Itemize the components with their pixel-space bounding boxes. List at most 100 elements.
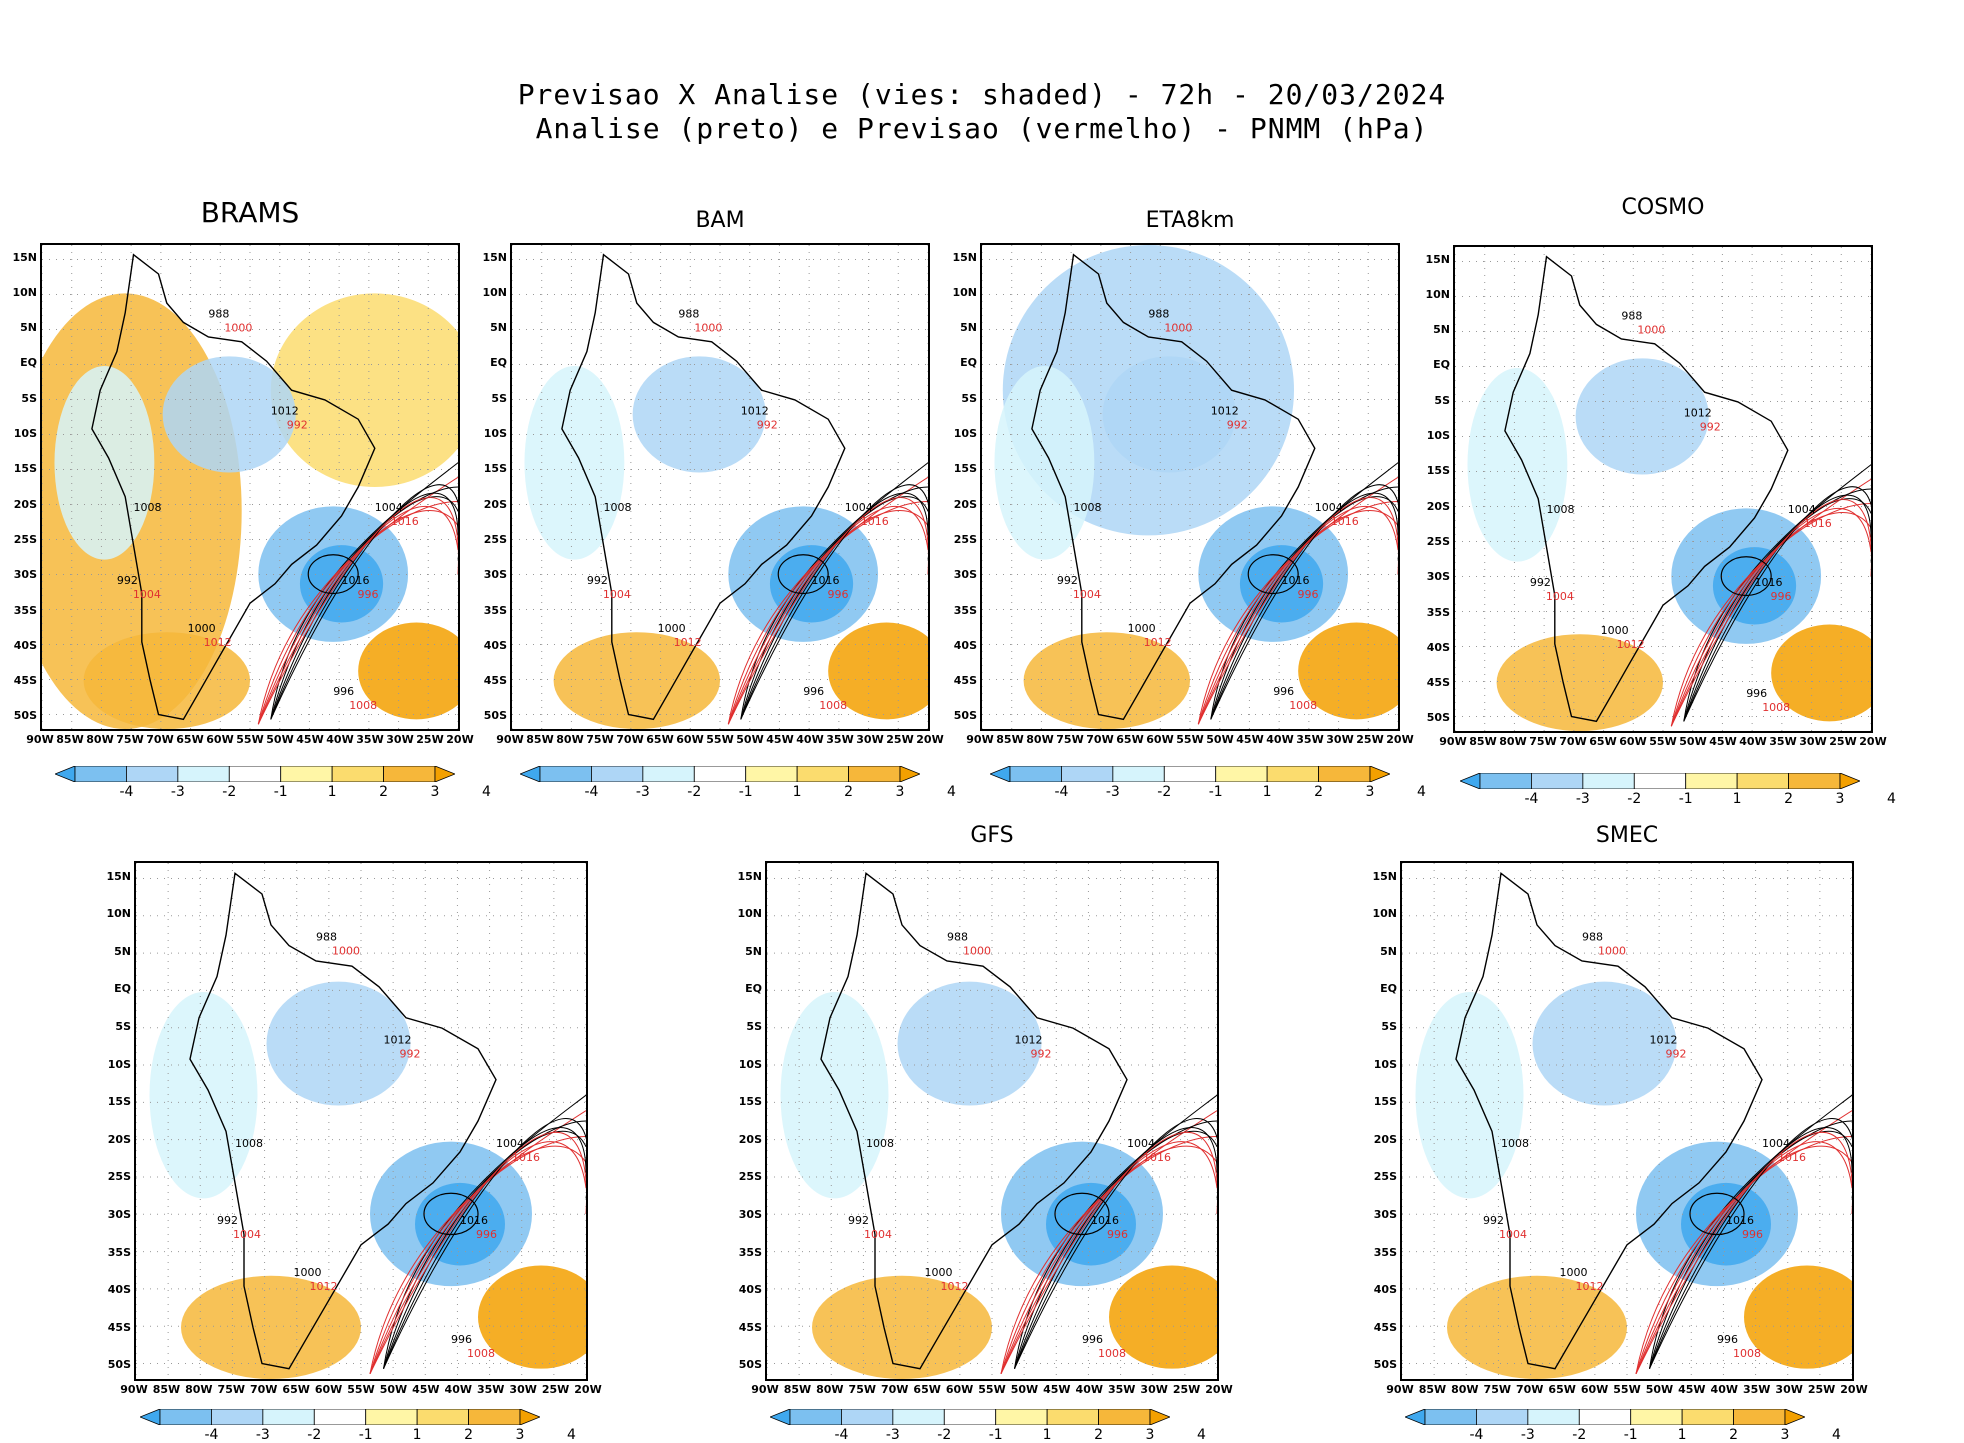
forecast-contour-label: 996	[358, 588, 379, 601]
colorbar-swatch	[55, 766, 76, 782]
forecast-contour-label: 992	[1666, 1048, 1687, 1061]
longitude-tick-label: 30W	[1326, 733, 1354, 746]
longitude-tick-label: 55W	[1649, 735, 1677, 748]
longitude-tick-label: 20W	[1205, 1383, 1233, 1396]
longitude-tick-label: 20W	[1840, 1383, 1868, 1396]
colorbar-swatch	[789, 1409, 842, 1425]
analysis-contour-label: 1016	[1755, 576, 1783, 589]
latitude-tick-label: 20S	[1426, 499, 1450, 513]
analysis-contour-label: 988	[208, 308, 229, 321]
forecast-contour-label: 992	[1700, 420, 1721, 433]
longitude-tick-label: 35W	[1742, 1383, 1771, 1396]
colorbar-swatch	[848, 766, 901, 782]
colorbar-label: -2	[1157, 784, 1172, 800]
latitude-tick-label: 5N	[745, 944, 762, 958]
latitude-tick-label: 15N	[952, 250, 977, 264]
colorbar-label: 3	[1780, 1427, 1790, 1443]
latitude-tick-label: 25S	[1426, 534, 1450, 548]
longitude-tick-label: 20W	[574, 1383, 602, 1396]
latitude-tick-label: 30S	[483, 568, 507, 582]
map-panel-brams: 1016 1012 1008 1004 1000 996 992 988 1016 1012 100…	[40, 243, 460, 731]
bias-shading	[149, 992, 258, 1199]
latitude-tick-label: 35S	[483, 603, 507, 617]
latitude-tick-label: 50S	[13, 709, 37, 723]
longitude-tick-label: 45W	[766, 733, 794, 746]
longitude-tick-label: 60W	[1146, 733, 1174, 746]
analysis-isobar	[1210, 492, 1398, 720]
analysis-contour-label: 1016	[460, 1214, 488, 1227]
longitude-tick-label: 50W	[1679, 735, 1707, 748]
colorbar-label: 1	[412, 1427, 422, 1443]
forecast-contour-label: 1008	[1289, 699, 1317, 712]
analysis-contour-label: 992	[1483, 1214, 1504, 1227]
analysis-isobar	[383, 1127, 586, 1369]
colorbar-swatch	[1479, 773, 1532, 789]
coastline	[1504, 255, 1789, 723]
bias-shading	[83, 632, 250, 729]
longitude-tick-label: 40W	[1075, 1383, 1104, 1396]
colorbar-label: -4	[119, 784, 134, 800]
colorbar-label: 2	[464, 1427, 474, 1443]
forecast-contour-label: 992	[757, 418, 778, 431]
coastline	[561, 253, 846, 721]
analysis-isobar	[1014, 1127, 1217, 1369]
colorbar-swatch	[1046, 1409, 1099, 1425]
latitude-tick-label: 5S	[1434, 393, 1450, 407]
colorbar-label: 2	[379, 784, 389, 800]
colorbar-label: -1	[1208, 784, 1223, 800]
colorbar-swatch	[745, 766, 798, 782]
latitude-tick-label: 5N	[1433, 323, 1450, 337]
analysis-contour-label: 1000	[188, 622, 216, 635]
colorbar	[1460, 773, 1860, 789]
map-panel-eta: 1016 1012 1008 1004 1000 996 992 988 1016 1012 100…	[980, 243, 1400, 731]
map-panel-smec: 1016 1012 1008 1004 1000 996 992 988 1016 1012 100…	[1400, 861, 1854, 1381]
latitude-tick-label: 5S	[961, 391, 977, 405]
forecast-contour-label: 1004	[233, 1228, 261, 1241]
bias-shading	[1298, 622, 1398, 720]
latitude-tick-label: 5S	[1381, 1020, 1397, 1033]
longitude-tick-label: 60W	[206, 733, 234, 746]
panel-title-eta: ETA8km	[1145, 208, 1235, 233]
latitude-tick-label: 15S	[953, 462, 977, 476]
colorbar-label: 1	[1042, 1427, 1052, 1443]
analysis-contour-label: 1000	[1128, 622, 1156, 635]
analysis-contour-label: 992	[587, 574, 608, 587]
map-panel-cosmo: 1016 1012 1008 1004 1000 996 992 988 1016 1012 100…	[1453, 245, 1873, 733]
title-line-2: Analise (preto) e Previsao (vermelho) - …	[535, 112, 1429, 145]
analysis-isobar	[1210, 484, 1398, 720]
longitude-tick-label: 50W	[1010, 1383, 1039, 1396]
longitude-tick-label: 75W	[1056, 733, 1084, 746]
analysis-contour-label: 1008	[866, 1137, 894, 1150]
latitude-axis: 15N 10N 5N EQ 5S 10S 15S 20S 25S 30S 35S 40S 45S 50S	[1417, 245, 1450, 733]
longitude-tick-label: 65W	[646, 733, 674, 746]
colorbar-swatch	[1061, 766, 1114, 782]
latitude-tick-label: 30S	[738, 1208, 762, 1221]
colorbar-swatch	[159, 1409, 212, 1425]
colorbar-swatch	[262, 1409, 315, 1425]
bias-shading	[478, 1265, 586, 1369]
bias-shading	[524, 366, 625, 560]
latitude-tick-label: 25S	[738, 1170, 762, 1184]
bias-shading	[181, 1275, 361, 1379]
panel-title-smec: SMEC	[1595, 823, 1659, 848]
analysis-contour-label: 1016	[1091, 1214, 1119, 1227]
longitude-tick-label: 25W	[886, 733, 914, 746]
latitude-tick-label: 50S	[1373, 1358, 1397, 1372]
longitude-tick-label: 65W	[176, 733, 204, 746]
bias-shading	[162, 356, 296, 473]
latitude-tick-label: 50S	[107, 1358, 131, 1372]
colorbar	[520, 766, 920, 782]
latitude-tick-label: 10S	[483, 427, 507, 441]
colorbar-label: 1	[1732, 791, 1742, 807]
colorbar	[140, 1409, 540, 1425]
longitude-axis: 90W 85W 80W 75W 70W 65W 60W 55W 50W 45W 40W 35W 30W 2…	[26, 733, 473, 747]
latitude-tick-label: 5N	[1380, 944, 1397, 958]
longitude-tick-label: 25W	[541, 1383, 570, 1396]
latitude-tick-label: 10N	[482, 285, 507, 299]
colorbar-label: -3	[1520, 1427, 1535, 1443]
colorbar-label: 1	[1262, 784, 1272, 800]
latitude-tick-label: 20S	[1373, 1132, 1397, 1146]
forecast-contour-label: 1004	[864, 1228, 892, 1241]
